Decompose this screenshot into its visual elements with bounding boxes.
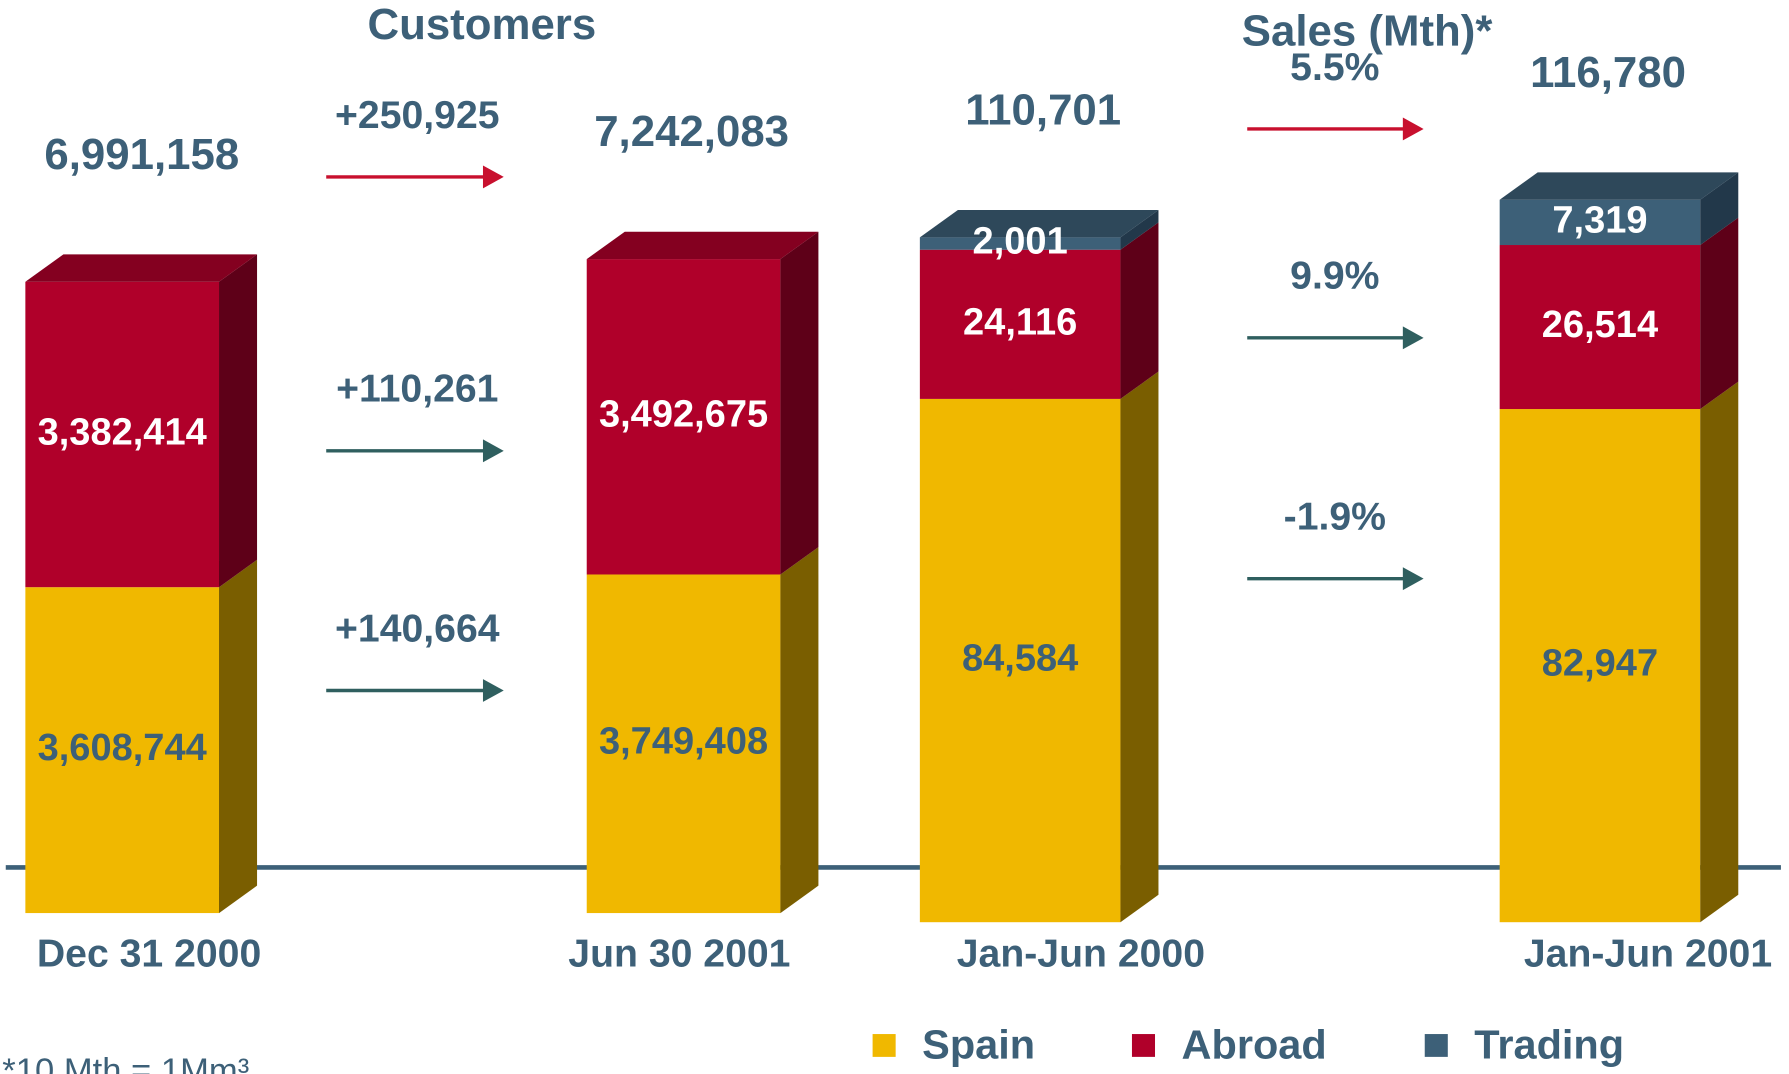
category-label: Dec 31 2000	[37, 933, 261, 976]
legend-label: Trading	[1474, 1022, 1624, 1068]
legend-swatch	[1131, 1034, 1156, 1057]
legend-label: Spain	[922, 1022, 1035, 1068]
total-label: 110,701	[965, 87, 1121, 135]
bar-top	[25, 254, 258, 282]
bar-top	[919, 209, 1159, 238]
bar-top	[586, 231, 819, 260]
bar-segment	[1499, 409, 1701, 923]
bar-side	[1700, 217, 1739, 410]
change-label: -1.9%	[1284, 496, 1386, 539]
arrow-head	[482, 165, 504, 189]
arrow-head	[1402, 567, 1424, 591]
bar-side	[1700, 172, 1739, 246]
legend-label: Abroad	[1182, 1022, 1327, 1068]
change-label: +140,664	[335, 608, 500, 651]
chart-title: Sales (Mth)*	[1242, 8, 1493, 56]
bar-segment	[919, 249, 1121, 399]
change-label: 5.5%	[1290, 46, 1379, 89]
arrow-head	[482, 439, 504, 463]
bar-segment	[25, 587, 220, 914]
bar-side	[1120, 209, 1159, 250]
footnote: *10 Mth = 1Mm³	[2, 1052, 249, 1074]
arrow-head	[1402, 326, 1424, 350]
change-label: +250,925	[335, 94, 499, 137]
legend-swatch	[1424, 1034, 1448, 1057]
category-label: Jan-Jun 2000	[957, 933, 1205, 976]
bar-side	[780, 547, 819, 914]
value-label: 26,514	[1542, 304, 1658, 346]
value-label: 3,492,675	[599, 394, 768, 436]
bar-top	[1499, 172, 1739, 200]
bar-side	[1120, 371, 1159, 923]
bar-segment	[1499, 245, 1701, 410]
arrow-head	[1402, 117, 1424, 141]
bar-side	[780, 231, 819, 575]
bar-side	[219, 254, 258, 588]
change-label: 9.9%	[1290, 255, 1379, 298]
total-label: 6,991,158	[44, 131, 239, 179]
total-label: 7,242,083	[594, 108, 789, 156]
bar-segment	[25, 281, 220, 588]
value-label: 24,116	[963, 301, 1077, 343]
chart-title: Customers	[367, 1, 596, 49]
value-label: 82,947	[1542, 643, 1658, 685]
bar-segment	[1499, 199, 1701, 246]
bar-side	[219, 559, 258, 914]
legend-swatch	[872, 1034, 896, 1057]
value-label: 3,608,744	[38, 727, 207, 769]
arrow-head	[482, 679, 504, 702]
total-label: 116,780	[1530, 49, 1686, 97]
value-label: 2,001	[973, 221, 1068, 263]
value-label: 84,584	[962, 638, 1078, 680]
value-label: 7,319	[1552, 199, 1647, 241]
bar-side	[1120, 222, 1159, 399]
change-label: +110,261	[336, 368, 498, 411]
bar-segment	[919, 398, 1121, 923]
category-label: Jun 30 2001	[568, 933, 790, 976]
bar-side	[1700, 381, 1739, 923]
category-label: Jan-Jun 2001	[1524, 933, 1772, 976]
bar-segment	[586, 259, 781, 575]
value-label: 3,749,408	[599, 721, 768, 763]
bar-segment	[919, 237, 1121, 250]
value-label: 3,382,414	[38, 412, 207, 454]
bar-segment	[586, 574, 781, 914]
